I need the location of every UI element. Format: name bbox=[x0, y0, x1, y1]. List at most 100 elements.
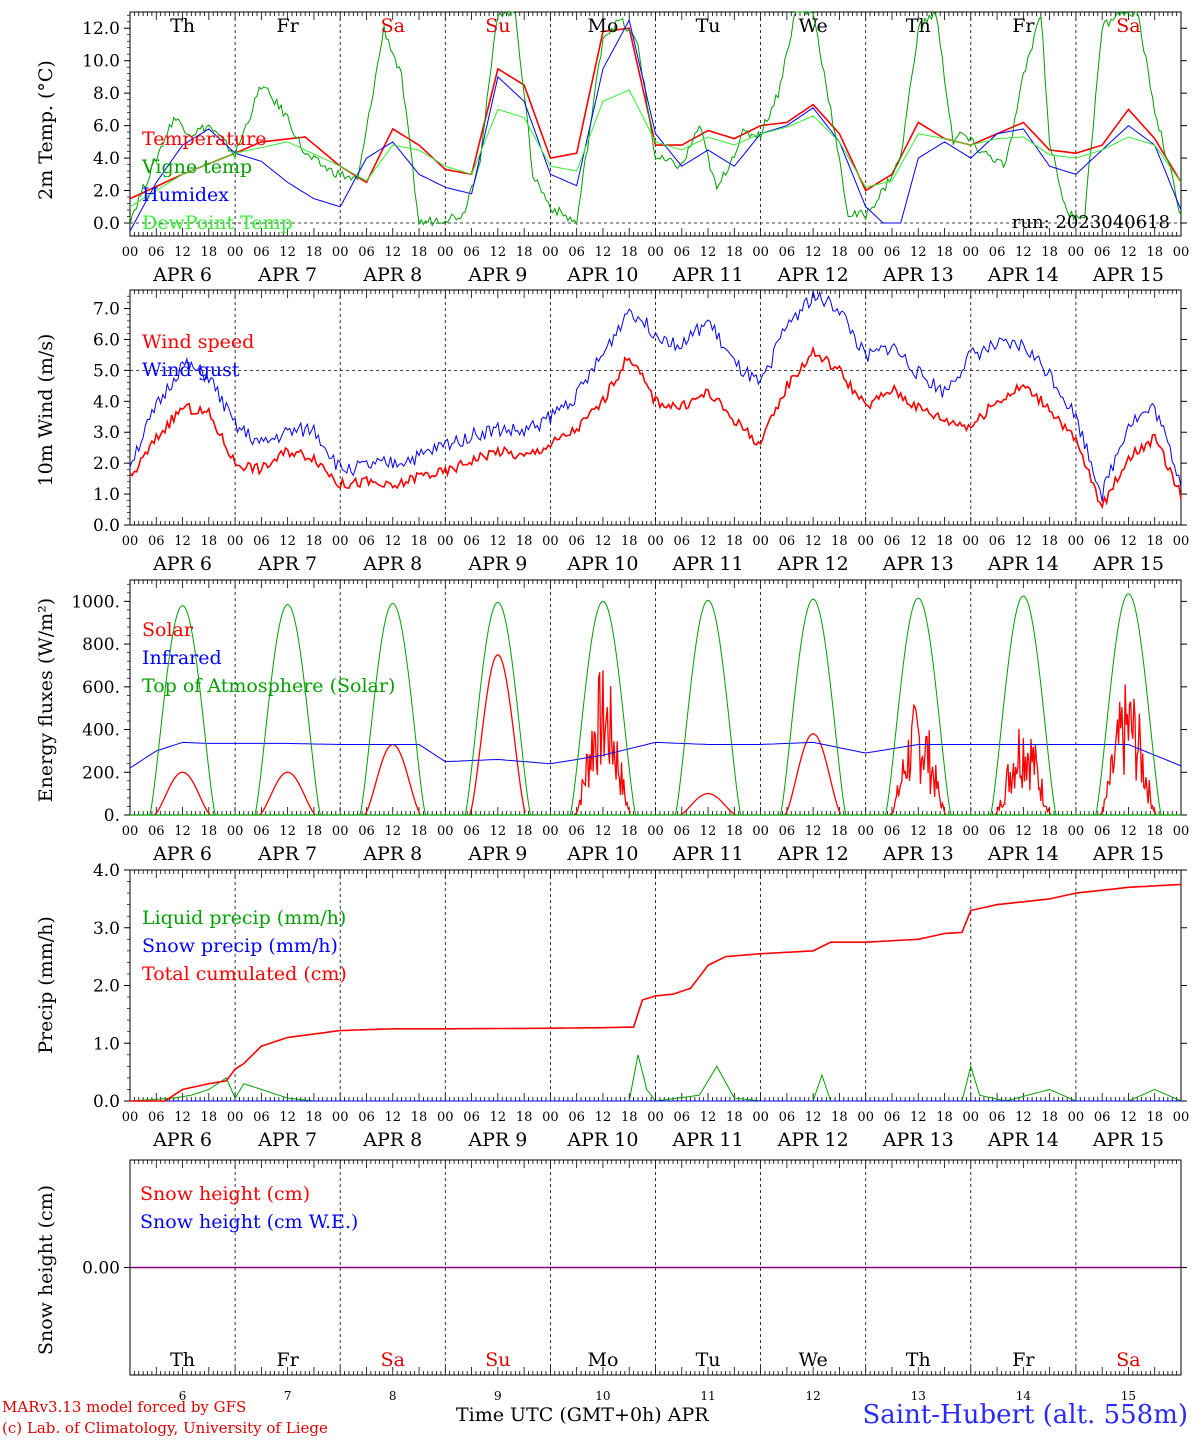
hour-label: 00 bbox=[752, 245, 769, 260]
date-label: APR 8 bbox=[362, 553, 422, 575]
hour-label: 12 bbox=[1015, 824, 1032, 839]
hour-label: 06 bbox=[358, 534, 375, 549]
date-label: APR 13 bbox=[882, 843, 954, 865]
hour-label: 12 bbox=[700, 1110, 717, 1125]
hour-label: 00 bbox=[1173, 824, 1190, 839]
hour-label: 06 bbox=[253, 824, 270, 839]
hour-label: 00 bbox=[1068, 824, 1085, 839]
hour-label: 00 bbox=[1068, 245, 1085, 260]
hour-label: 12 bbox=[805, 1110, 822, 1125]
hour-label: 18 bbox=[306, 534, 323, 549]
hour-label: 00 bbox=[752, 1110, 769, 1125]
series-line bbox=[129, 10, 1182, 227]
weekday-label-top: Th bbox=[906, 15, 931, 37]
weekday-label-bottom: Sa bbox=[1116, 1349, 1140, 1371]
hour-label: 18 bbox=[306, 1110, 323, 1125]
day-number-label: 15 bbox=[1121, 1389, 1136, 1403]
hour-label: 06 bbox=[674, 245, 691, 260]
hour-label: 18 bbox=[201, 245, 218, 260]
date-label: APR 6 bbox=[152, 264, 212, 286]
hour-label: 12 bbox=[1015, 245, 1032, 260]
y-tick-label: 2.0 bbox=[93, 977, 120, 997]
hour-label: 06 bbox=[253, 534, 270, 549]
x-axis-title: Time UTC (GMT+0h) APR bbox=[456, 1404, 709, 1426]
day-number-label: 8 bbox=[389, 1389, 397, 1403]
weekday-label-top: Sa bbox=[1116, 15, 1140, 37]
series-line bbox=[129, 345, 1182, 510]
hour-label: 18 bbox=[411, 824, 428, 839]
hour-label: 18 bbox=[1041, 1110, 1058, 1125]
hour-label: 18 bbox=[1146, 824, 1163, 839]
hour-label: 06 bbox=[253, 245, 270, 260]
hour-label: 12 bbox=[174, 245, 191, 260]
toa-solar-day-curve bbox=[149, 605, 216, 816]
hour-label: 00 bbox=[752, 534, 769, 549]
hour-label: 00 bbox=[857, 245, 874, 260]
solar-day-curve bbox=[679, 792, 736, 816]
date-label: APR 14 bbox=[987, 1129, 1059, 1151]
solar-day-curve bbox=[468, 654, 526, 816]
hour-label: 06 bbox=[1094, 1110, 1111, 1125]
hour-label: 18 bbox=[726, 1110, 743, 1125]
hour-label: 12 bbox=[490, 1110, 507, 1125]
y-tick-label: 2.0 bbox=[93, 182, 120, 202]
weekday-label-bottom: Th bbox=[906, 1349, 931, 1371]
y-tick-label: 5.0 bbox=[93, 361, 120, 381]
hour-label: 06 bbox=[358, 245, 375, 260]
y-tick-label: 6.0 bbox=[93, 117, 120, 137]
solar-day-curve bbox=[363, 743, 421, 816]
date-label: APR 8 bbox=[362, 843, 422, 865]
toa-solar-day-curve bbox=[359, 602, 427, 816]
hour-label: 06 bbox=[148, 824, 165, 839]
toa-solar-day-curve bbox=[569, 600, 637, 816]
hour-label: 06 bbox=[884, 534, 901, 549]
y-tick-label: 8.0 bbox=[93, 84, 120, 104]
date-label: APR 10 bbox=[566, 553, 638, 575]
hour-label: 12 bbox=[490, 824, 507, 839]
hour-label: 00 bbox=[542, 824, 559, 839]
date-label: APR 10 bbox=[566, 843, 638, 865]
hour-label: 12 bbox=[910, 1110, 927, 1125]
date-label: APR 9 bbox=[467, 553, 527, 575]
weekday-label-bottom: Fr bbox=[1012, 1349, 1035, 1371]
hour-label: 18 bbox=[621, 1110, 638, 1125]
hour-label: 18 bbox=[621, 534, 638, 549]
hour-label: 00 bbox=[1068, 1110, 1085, 1125]
hour-label: 06 bbox=[779, 1110, 796, 1125]
hour-label: 00 bbox=[963, 245, 980, 260]
hour-label: 12 bbox=[805, 245, 822, 260]
hour-label: 12 bbox=[384, 1110, 401, 1125]
hour-label: 06 bbox=[989, 1110, 1006, 1125]
hour-label: 00 bbox=[647, 1110, 664, 1125]
hour-label: 00 bbox=[437, 824, 454, 839]
hour-label: 12 bbox=[700, 534, 717, 549]
hour-label: 12 bbox=[910, 534, 927, 549]
date-label: APR 14 bbox=[987, 264, 1059, 286]
date-label: APR 14 bbox=[987, 553, 1059, 575]
legend-entry: Top of Atmosphere (Solar) bbox=[142, 675, 395, 697]
panel-3: 0. 200. 400. 600. 800. 1000. Energy fluxes (W/… bbox=[35, 579, 1190, 865]
date-label: APR 11 bbox=[672, 843, 744, 865]
y-tick-label: 2.0 bbox=[93, 454, 120, 474]
hour-label: 00 bbox=[437, 1110, 454, 1125]
date-label: APR 11 bbox=[672, 1129, 744, 1151]
hour-label: 06 bbox=[884, 245, 901, 260]
hour-label: 12 bbox=[805, 824, 822, 839]
hour-label: 06 bbox=[779, 245, 796, 260]
credit-line-model: MARv3.13 model forced by GFS bbox=[2, 1398, 247, 1416]
y-tick-label: 0. bbox=[104, 806, 120, 826]
hour-label: 00 bbox=[122, 1110, 139, 1125]
hour-label: 00 bbox=[332, 1110, 349, 1125]
hour-label: 06 bbox=[674, 534, 691, 549]
weekday-label-top: Sa bbox=[381, 15, 405, 37]
hour-label: 06 bbox=[463, 534, 480, 549]
date-label: APR 11 bbox=[672, 553, 744, 575]
hour-label: 00 bbox=[542, 534, 559, 549]
panel-5: 0.00 Snow height (cm) Snow height (cm) Snow… bbox=[35, 1159, 1187, 1376]
hour-label: 06 bbox=[568, 824, 585, 839]
hour-label: 00 bbox=[752, 824, 769, 839]
hour-label: 00 bbox=[227, 534, 244, 549]
y-tick-label: 800. bbox=[82, 635, 120, 655]
hour-label: 06 bbox=[463, 824, 480, 839]
legend-entry: Vigne temp bbox=[141, 156, 252, 178]
